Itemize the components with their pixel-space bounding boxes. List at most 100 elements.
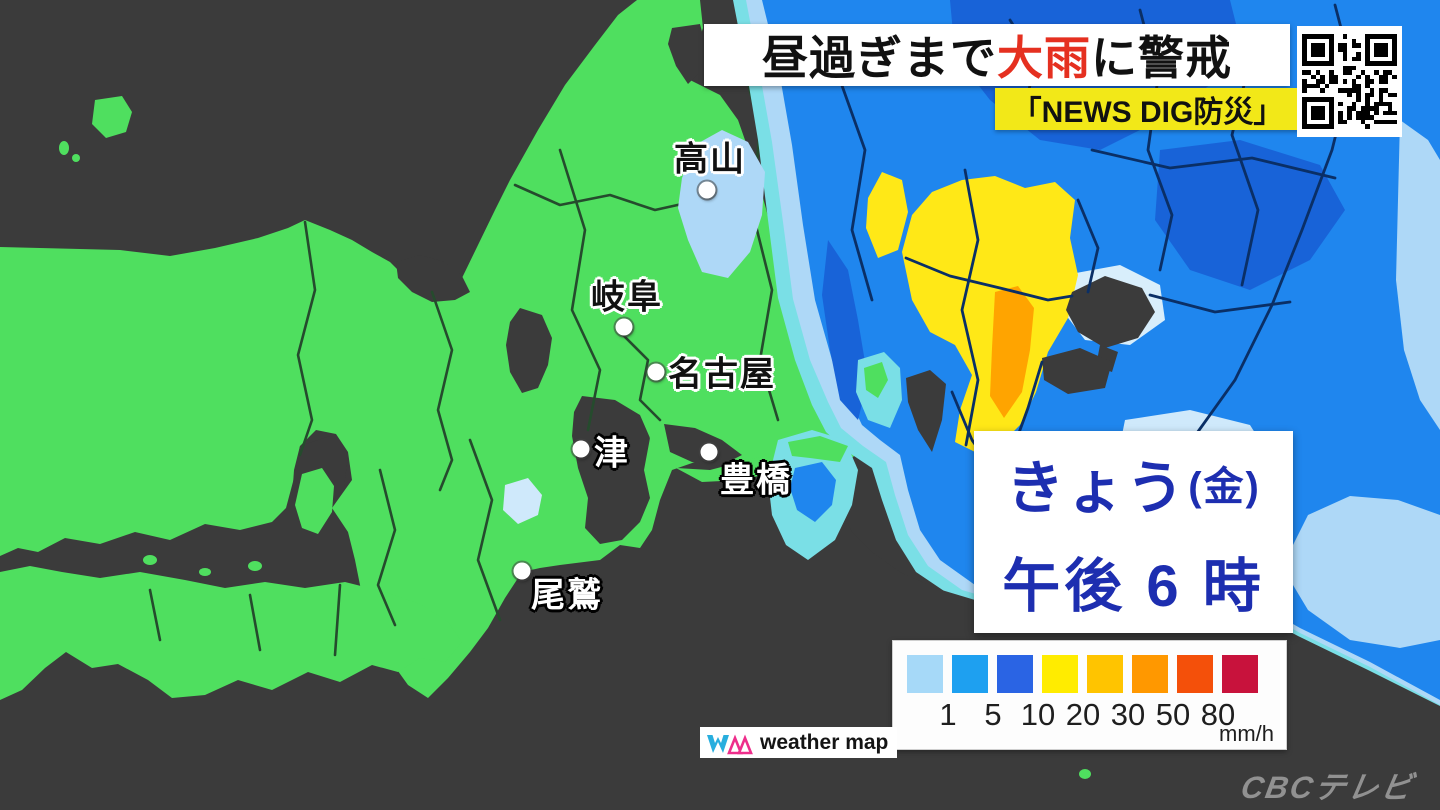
qr-module: [1387, 101, 1393, 107]
legend-swatch: [1177, 655, 1213, 693]
offshore-blue-core: [790, 462, 836, 522]
qr-module: [1333, 79, 1339, 84]
qr-module: [1306, 70, 1312, 75]
qr-module: [1324, 83, 1330, 89]
islet: [72, 154, 80, 162]
qr-module: [1360, 115, 1366, 120]
weather-map-logo-icon: [707, 733, 753, 754]
day-label: きょう: [1006, 456, 1187, 521]
qr-module: [1311, 106, 1325, 120]
ise-bay: [572, 396, 650, 544]
legend-threshold-label: 20: [1065, 697, 1101, 732]
qr-module: [1315, 83, 1321, 89]
pref-boundary: [513, 183, 702, 212]
qr-module: [1360, 106, 1366, 111]
toyama-bay: [668, 24, 706, 84]
inland-sea-island: [199, 568, 211, 576]
legend-threshold-label: 10: [1020, 697, 1056, 732]
qr-module: [1351, 106, 1357, 111]
qr-module: [1365, 83, 1370, 89]
qr-module: [1338, 110, 1343, 116]
pref-boundary: [468, 438, 502, 622]
qr-module: [1342, 43, 1348, 48]
qr-module: [1351, 65, 1357, 71]
weak-rain-sliver-east: [1396, 120, 1440, 430]
qr-module: [1356, 43, 1361, 48]
qr-module: [1365, 92, 1370, 98]
qr-module: [1347, 88, 1352, 93]
qr-module: [1342, 52, 1348, 57]
qr-module: [1378, 101, 1384, 107]
qr-module: [1365, 74, 1370, 80]
qr-module: [1374, 119, 1379, 125]
qr-module: [1351, 56, 1357, 62]
qr-module: [1342, 34, 1348, 39]
qr-module: [1378, 92, 1384, 98]
qr-module: [1338, 119, 1343, 125]
inland-sea-island: [248, 561, 262, 571]
awaji-island: [295, 468, 334, 534]
qr-code-box: [1297, 26, 1402, 137]
qr-module: [1374, 110, 1379, 116]
coastal-green-patch: [864, 362, 888, 398]
weak-rain-cell-nara: [503, 478, 542, 524]
weak-rain-cell-takayama: [678, 130, 765, 278]
rain-strong-cell: [1155, 140, 1345, 290]
qr-module: [1356, 88, 1361, 93]
qr-module: [1378, 79, 1384, 84]
headline-banner: 昼過ぎまで 大雨 に警戒: [704, 24, 1290, 86]
forecast-time-box: きょう (金) 午後 6 時: [974, 431, 1293, 633]
qr-module: [1347, 115, 1352, 120]
qr-module: [1374, 101, 1379, 107]
qr-module: [1311, 43, 1325, 57]
rainfall-legend: mm/h 1 5 10 20 30 50 80: [892, 640, 1287, 750]
legend-swatch: [1132, 655, 1168, 693]
weather-map-logo-text: weather map: [760, 730, 889, 754]
rain-30mm-core: [990, 286, 1034, 418]
rain-strong-cell: [822, 240, 868, 420]
qr-module: [1369, 88, 1375, 93]
pref-boundary-east: [1076, 198, 1100, 294]
legend-unit: mm/h: [1219, 721, 1274, 746]
qr-module: [1383, 70, 1388, 75]
qr-module: [1351, 101, 1357, 107]
qr-module: [1315, 79, 1321, 84]
qr-module: [1356, 110, 1361, 116]
qr-module: [1338, 88, 1343, 93]
qr-module: [1329, 70, 1334, 75]
qr-module: [1347, 70, 1352, 75]
qr-module: [1387, 119, 1393, 125]
qr-module: [1338, 43, 1343, 48]
qr-module: [1342, 47, 1348, 53]
qr-module: [1356, 83, 1361, 89]
qr-module: [1365, 110, 1370, 116]
qr-module: [1392, 110, 1397, 116]
newsdig-label: 「NEWS DIG防災」: [1011, 96, 1284, 129]
qr-module: [1365, 97, 1370, 102]
qr-module: [1365, 101, 1370, 107]
pref-boundary: [558, 148, 602, 432]
legend-swatch: [952, 655, 988, 693]
qr-module: [1369, 115, 1375, 120]
qr-module: [1365, 124, 1370, 129]
qr-module: [1333, 74, 1339, 80]
qr-module: [1356, 97, 1361, 102]
qr-module: [1302, 83, 1307, 89]
legend-swatch: [1222, 655, 1258, 693]
qr-module: [1351, 88, 1357, 93]
qr-module: [1387, 70, 1393, 75]
qr-module: [1320, 79, 1325, 84]
qr-module: [1360, 119, 1366, 125]
newsdig-badge: 「NEWS DIG防災」: [995, 88, 1300, 130]
qr-module: [1392, 119, 1397, 125]
qr-module: [1392, 92, 1397, 98]
qr-module: [1342, 70, 1348, 75]
tokyo-bay: [1066, 276, 1155, 348]
pref-boundary: [148, 583, 342, 657]
forecast-hour: 午後 6 時: [1002, 554, 1265, 619]
headline-highlight: 大雨: [997, 32, 1091, 84]
qr-module: [1306, 83, 1312, 89]
landmass-honshu: [0, 0, 862, 698]
qr-code-icon: [1302, 34, 1397, 129]
qr-module: [1383, 88, 1388, 93]
